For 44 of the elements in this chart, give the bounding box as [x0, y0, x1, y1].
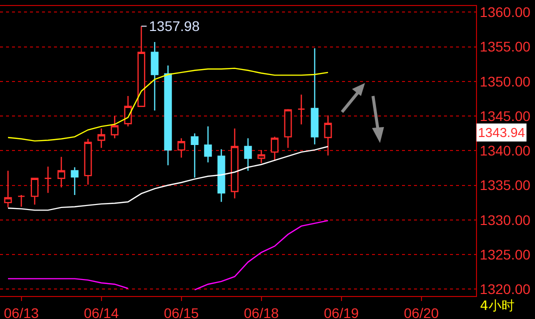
candlestick [110, 115, 119, 139]
candlestick [137, 26, 146, 107]
y-tick-label: 1325.00 [480, 246, 531, 262]
x-tick-label: 06/19 [324, 304, 360, 319]
candlestick [257, 149, 266, 164]
candlestick [204, 126, 212, 164]
candlestick [270, 136, 279, 162]
y-tick-label: 1345.00 [480, 108, 531, 124]
candlestick [84, 138, 92, 186]
candlestick [44, 166, 52, 194]
x-tick-label: 06/18 [244, 304, 280, 319]
y-tick-label: 1355.00 [480, 38, 531, 55]
y-tick-label: 1360.00 [480, 4, 531, 20]
candlestick [310, 48, 319, 146]
candlestick [284, 108, 292, 148]
text: 4小时 [480, 299, 514, 314]
annotation: 1357.98 [149, 18, 200, 34]
y-tick-label: 1320.00 [480, 280, 531, 297]
candlestick [190, 132, 199, 178]
candlestick [164, 64, 172, 166]
y-tick-label: 1335.00 [480, 177, 531, 194]
candlestick [177, 138, 186, 158]
candlestick [97, 128, 106, 148]
candlestick [217, 148, 226, 202]
candlestick [230, 128, 239, 200]
line-series [7, 146, 329, 211]
candlestick [70, 166, 79, 196]
candlestick [30, 178, 39, 206]
candlestick [57, 156, 66, 188]
candlestick [150, 41, 159, 112]
candlestick [4, 170, 12, 208]
x-tick-label: 06/20 [404, 304, 440, 319]
y-tick-label: 1350.00 [480, 73, 531, 90]
candlestick [324, 114, 332, 156]
x-tick-label: 06/15 [164, 304, 200, 319]
y-tick-label: 1330.00 [480, 212, 531, 228]
x-tick-label: 06/13 [4, 304, 40, 319]
candlestick [244, 138, 252, 172]
text: 1343.94 [478, 125, 525, 140]
candlestick [17, 194, 26, 208]
x-tick-label: 06/14 [84, 304, 120, 319]
y-tick-label: 1340.00 [480, 142, 531, 159]
candlestick [297, 94, 306, 125]
line-series [7, 68, 329, 142]
